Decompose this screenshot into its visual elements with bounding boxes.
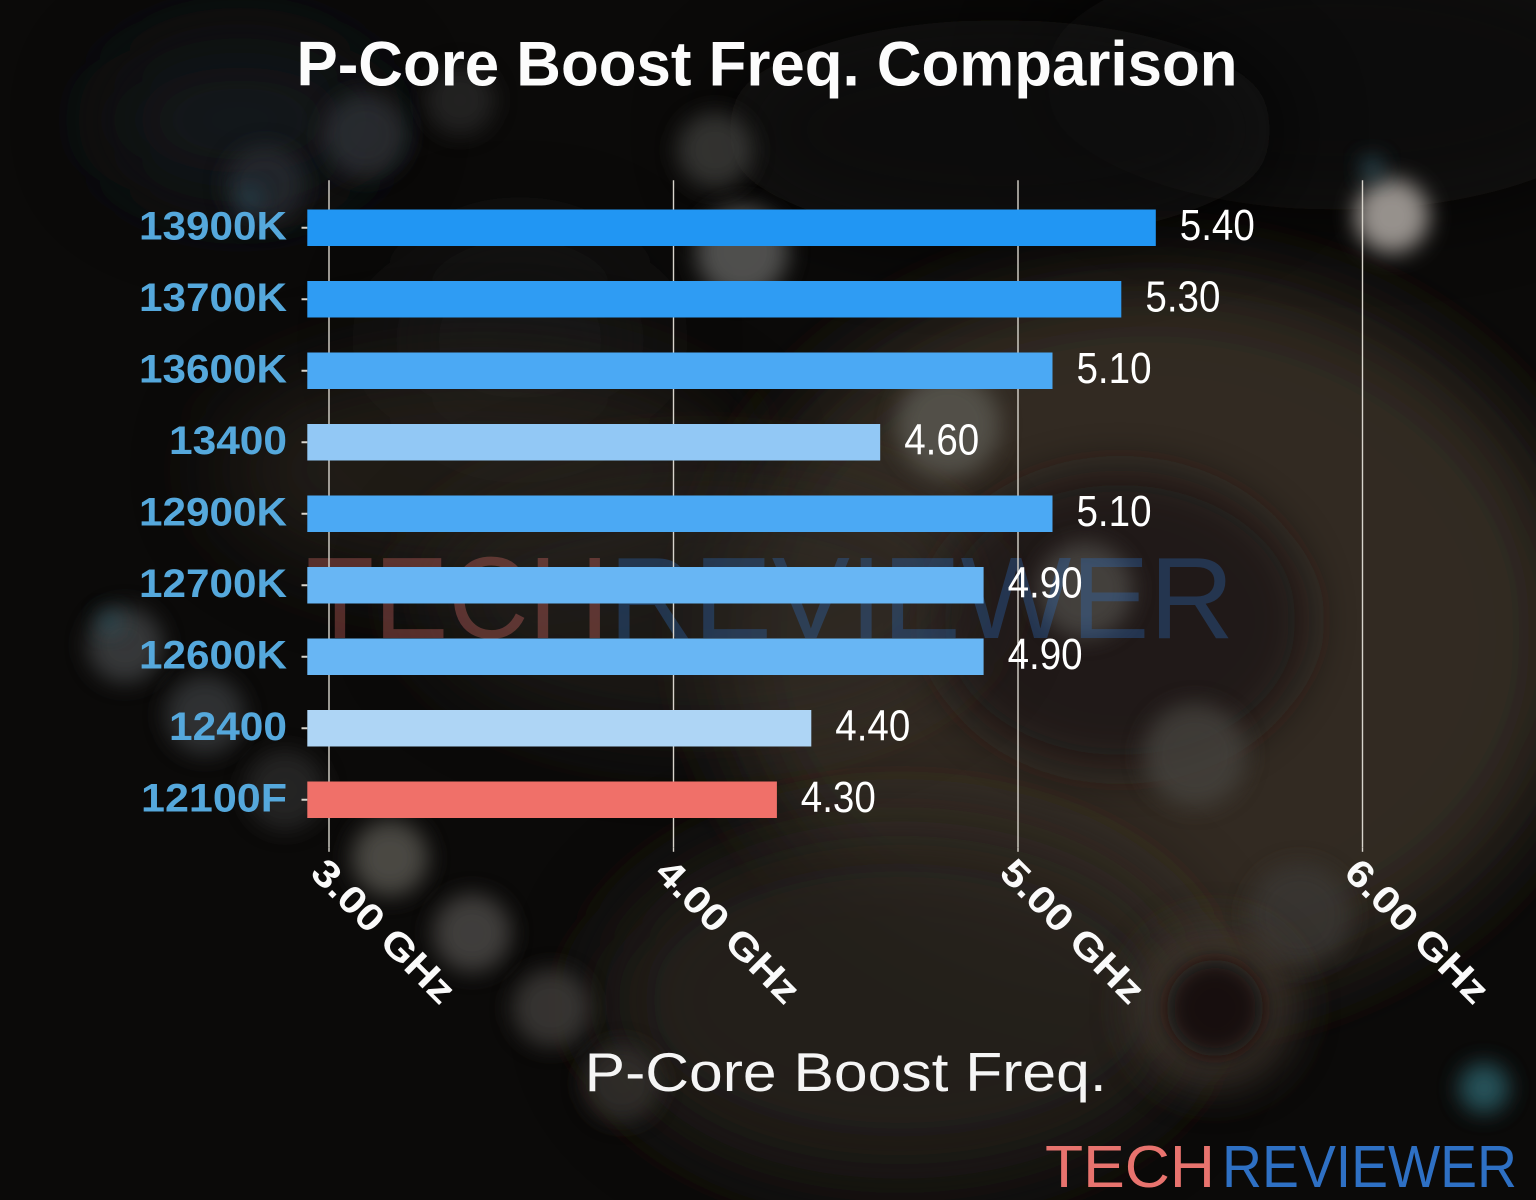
svg-text:12100F: 12100F <box>141 776 287 820</box>
svg-text:4.90: 4.90 <box>1008 558 1083 607</box>
svg-text:13700K: 13700K <box>139 276 287 320</box>
svg-text:5.40: 5.40 <box>1180 201 1255 250</box>
svg-text:4.40: 4.40 <box>835 701 910 750</box>
svg-text:12700K: 12700K <box>139 562 287 606</box>
svg-text:4.60: 4.60 <box>904 415 979 464</box>
svg-text:TECH: TECH <box>1045 1134 1215 1200</box>
svg-text:13900K: 13900K <box>139 204 287 248</box>
svg-text:5.10: 5.10 <box>1077 487 1152 536</box>
svg-text:12900K: 12900K <box>139 490 287 534</box>
svg-text:REVIEWER: REVIEWER <box>1222 1134 1517 1200</box>
svg-text:5.30: 5.30 <box>1145 272 1220 321</box>
svg-text:P-Core Boost Freq. Comparison: P-Core Boost Freq. Comparison <box>297 30 1238 100</box>
svg-text:12600K: 12600K <box>139 633 287 677</box>
svg-text:P-Core Boost Freq.: P-Core Boost Freq. <box>585 1041 1107 1103</box>
svg-text:5.10: 5.10 <box>1077 344 1152 393</box>
svg-text:13400: 13400 <box>169 419 287 463</box>
svg-text:4.90: 4.90 <box>1008 630 1083 679</box>
svg-text:12400: 12400 <box>169 705 287 749</box>
svg-text:13600K: 13600K <box>139 347 287 391</box>
svg-text:4.30: 4.30 <box>801 773 876 822</box>
